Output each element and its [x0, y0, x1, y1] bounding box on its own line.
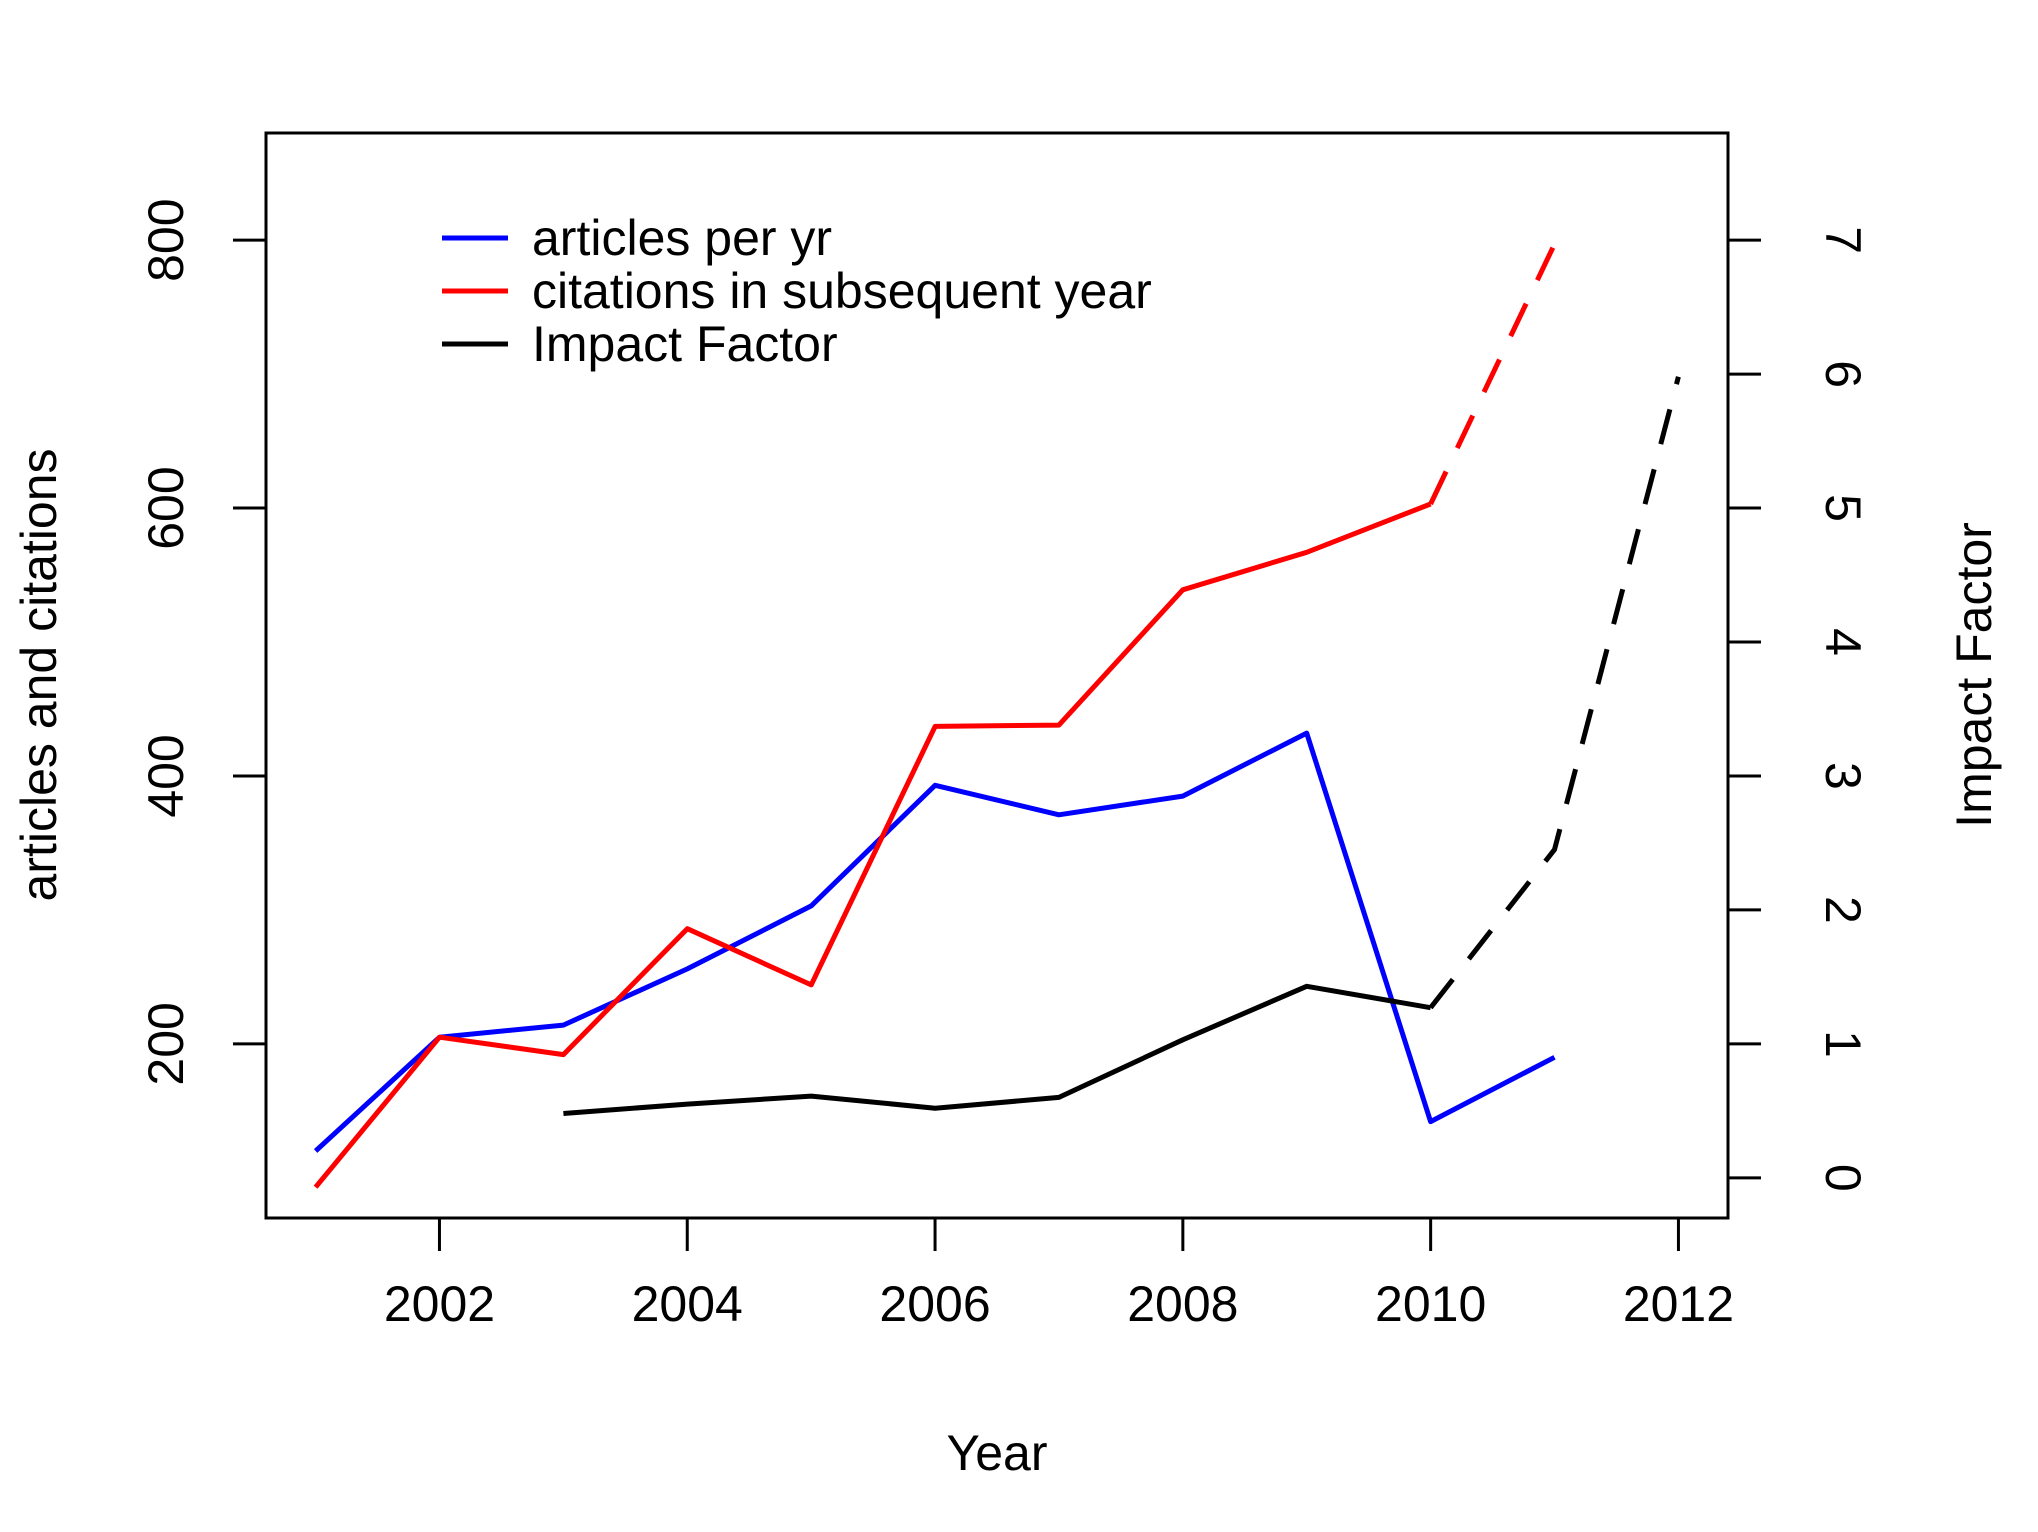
y-tick-label: 400	[138, 734, 194, 817]
x-tick-label: 2002	[384, 1276, 495, 1332]
y2-tick-label: 3	[1815, 762, 1871, 790]
x-tick-label: 2006	[879, 1276, 990, 1332]
y2-tick-label: 0	[1815, 1164, 1871, 1192]
y-tick-label: 200	[138, 1002, 194, 1085]
series-layer	[313, 243, 1681, 1189]
x-axis: 2002 2004 2006 2008 2010 2012	[384, 1216, 1734, 1332]
legend-label: citations in subsequent year	[532, 263, 1152, 319]
x-tick-label: 2012	[1623, 1276, 1734, 1332]
x-axis-title: Year	[946, 1425, 1047, 1481]
y2-tick-label: 6	[1815, 360, 1871, 388]
x-tick-label: 2010	[1375, 1276, 1486, 1332]
y2-tick-label: 1	[1815, 1030, 1871, 1058]
series-line-citations-in-subsequent-year	[313, 501, 1432, 1189]
series-line-articles-per-yr	[313, 730, 1556, 1153]
legend-label: articles per yr	[532, 210, 832, 266]
y2-tick-label: 4	[1815, 628, 1871, 656]
y2-axis-title: Impact Factor	[1946, 522, 2002, 828]
y-tick-label: 800	[138, 198, 194, 281]
x-tick-label: 2008	[1127, 1276, 1238, 1332]
series-line-impact-factor	[563, 983, 1432, 1116]
y2-tick-label: 5	[1815, 494, 1871, 522]
y2-tick-label: 2	[1815, 896, 1871, 924]
legend-label: Impact Factor	[532, 316, 838, 372]
series-dashed-impact-factor	[1428, 376, 1681, 1010]
y-axis-right: 0 1 2 3 4 5 6 7	[1726, 226, 1871, 1192]
series-dashed-citations-in-subsequent-year	[1428, 243, 1557, 506]
y-axis-title: articles and citations	[11, 448, 67, 901]
x-tick-label: 2004	[632, 1276, 743, 1332]
y-tick-label: 600	[138, 466, 194, 549]
y2-tick-label: 7	[1815, 226, 1871, 254]
y-axis-left: 200 400 600 800	[138, 198, 268, 1086]
